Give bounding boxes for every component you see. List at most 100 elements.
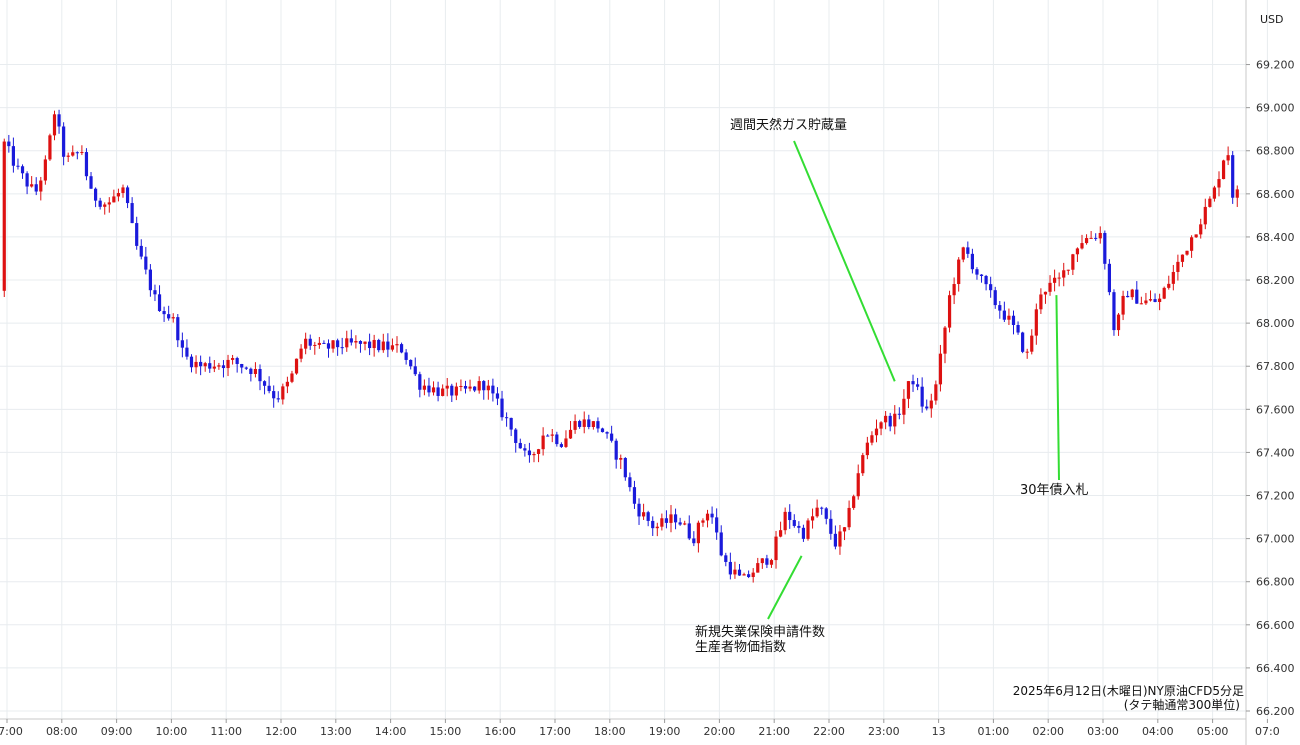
candle-down (728, 561, 732, 575)
candle-down (20, 166, 25, 174)
x-tick-label: 04:00 (1142, 725, 1174, 738)
candle-up (696, 522, 700, 544)
candle-up (1139, 303, 1143, 305)
candle-down (610, 433, 614, 441)
candle-down (427, 385, 431, 393)
candle-up (194, 361, 198, 368)
candle-up (459, 385, 463, 387)
x-tick-label: 03:00 (1087, 725, 1119, 738)
candle-down (135, 223, 139, 246)
candle-down (527, 450, 532, 456)
candle-up (1075, 248, 1080, 255)
candle-down (600, 428, 605, 433)
candle-up (345, 338, 349, 348)
y-tick-label: 68.600 (1256, 188, 1295, 201)
candle-up (952, 284, 956, 296)
candle-up (203, 363, 207, 367)
candle-down (436, 387, 440, 396)
candle-up (171, 317, 175, 319)
candle-down (829, 518, 833, 534)
candle-down (596, 421, 600, 429)
candle-up (1030, 335, 1034, 352)
candle-down (797, 525, 801, 528)
candle-up (121, 187, 125, 194)
candle-down (801, 527, 806, 539)
candle-down (687, 523, 691, 539)
x-tick-label: 17:00 (539, 725, 571, 738)
candle-up (294, 358, 299, 374)
candle-down (710, 513, 714, 518)
y-tick-label: 69.000 (1256, 102, 1295, 115)
candle-down (646, 512, 650, 521)
candle-up (865, 442, 869, 456)
candle-up (1084, 238, 1089, 244)
candle-down (998, 305, 1002, 311)
candle-down (925, 406, 929, 409)
candle-up (884, 415, 888, 423)
candle-up (317, 342, 321, 345)
candle-up (372, 339, 376, 349)
candle-up (381, 341, 385, 351)
candle-up (52, 114, 57, 136)
candle-down (504, 417, 509, 419)
candle-up (806, 520, 810, 539)
y-tick-label: 67.000 (1256, 533, 1295, 546)
candle-up (591, 421, 595, 427)
candle-down (820, 507, 824, 509)
candle-down (399, 344, 404, 353)
candle-down (482, 381, 486, 391)
candle-up (1176, 261, 1180, 272)
candle-down (336, 340, 340, 348)
x-tick-label: 07:0 (1255, 725, 1280, 738)
candle-up (43, 159, 47, 181)
annotation-line (793, 140, 896, 382)
candle-up (1080, 243, 1084, 249)
candle-down (1135, 289, 1139, 304)
candle-up (1208, 198, 1212, 207)
candle-up (879, 422, 883, 429)
x-tick-label: 22:00 (813, 725, 845, 738)
candle-up (1185, 250, 1189, 255)
candle-up (778, 530, 783, 537)
candle-down (167, 314, 171, 319)
candle-up (760, 558, 764, 564)
candle-down (367, 341, 372, 349)
x-tick-label: 15:00 (430, 725, 462, 738)
candle-down (157, 294, 162, 312)
candle-up (943, 327, 947, 354)
candle-up (422, 385, 426, 390)
candle-down (614, 440, 618, 460)
x-tick-label: 18:00 (594, 725, 626, 738)
candle-down (180, 340, 184, 348)
candle-down (920, 386, 924, 407)
candle-up (856, 473, 860, 497)
candle-down (62, 126, 66, 157)
candle-up (861, 455, 865, 474)
candle-up (1034, 309, 1038, 336)
candle-down (189, 356, 194, 368)
candle-down (240, 363, 244, 368)
candle-down (308, 338, 312, 346)
candle-down (673, 514, 678, 523)
candle-down (176, 317, 180, 341)
candle-up (1098, 232, 1102, 239)
candle-up (906, 381, 911, 399)
candle-up (893, 413, 897, 427)
candle-down (75, 152, 79, 154)
candle-down (89, 176, 93, 189)
candle-up (1007, 315, 1011, 320)
x-tick-label: 01:00 (978, 725, 1010, 738)
chart-caption-line1: 2025年6月12日(木曜日)NY原油CFD5分足 (1013, 684, 1244, 698)
candle-down (84, 152, 89, 177)
candle-up (48, 135, 52, 160)
candle-up (30, 184, 34, 187)
candle-up (564, 438, 568, 447)
candle-down (993, 290, 997, 306)
candle-up (2, 141, 6, 291)
annotation-label: 新規失業保険申請件数 (695, 624, 825, 640)
candle-up (573, 421, 577, 430)
candle-up (1167, 283, 1171, 288)
candle-down (185, 347, 189, 357)
candle-up (1062, 270, 1066, 278)
candle-up (281, 386, 285, 400)
